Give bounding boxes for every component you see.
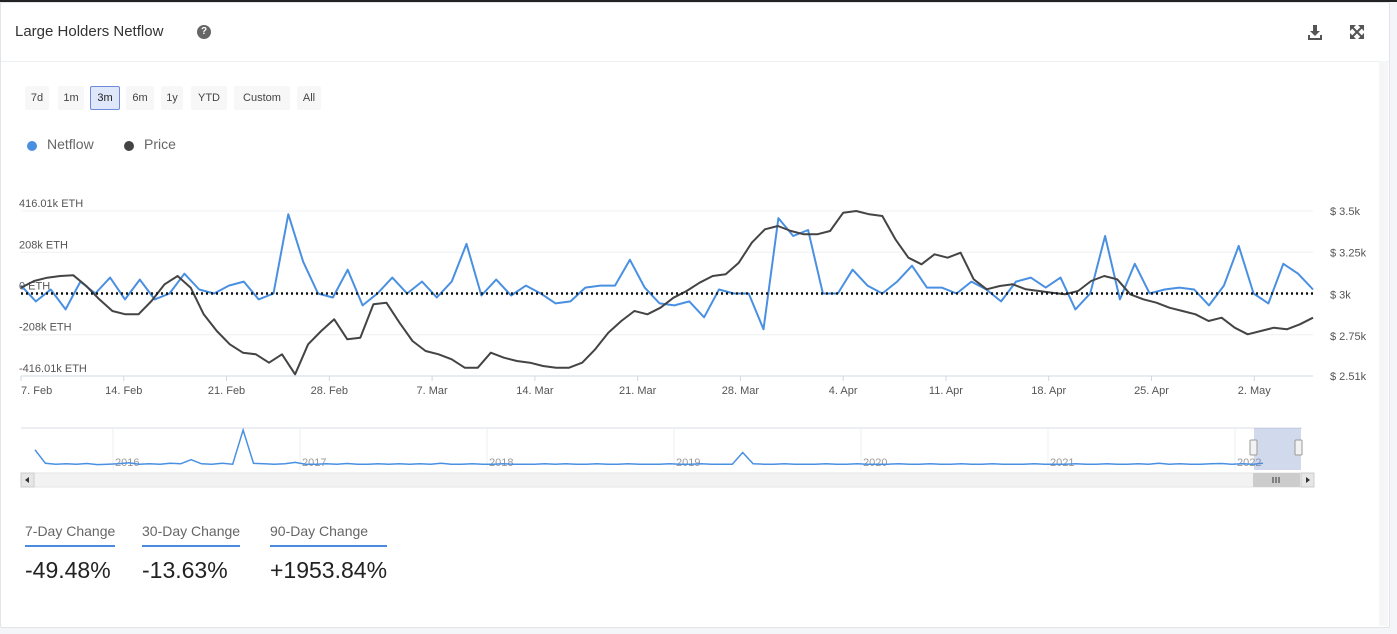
left-axis-tick-label: 208k ETH [19,239,68,251]
x-axis-tick-label: 4. Apr [829,385,858,397]
x-axis-tick-label: 21. Feb [208,385,245,397]
netflow-chart[interactable]: 416.01k ETH 208k ETH 0 ETH -208k ETH -416.01… [1,188,1379,488]
expand-icon[interactable] [1348,23,1366,41]
right-axis-tick-label: $ 2.51k [1330,371,1367,383]
left-axis-tick-label: 0 ETH [19,281,50,293]
range-button-custom[interactable]: Custom [234,86,290,110]
stat-label-90-day: 90-Day Change [270,523,388,547]
x-axis-tick-label: 14. Mar [516,385,554,397]
price-dot-icon [124,141,134,151]
right-axis-tick-label: $ 2.75k [1330,331,1367,343]
x-axis-tick-label: 14. Feb [105,385,142,397]
question-circle-icon[interactable]: ? [197,25,211,39]
x-axis-tick-label: 25. Apr [1134,385,1169,397]
navigator-year-label: 2017 [302,457,326,469]
card-scrollbar[interactable] [1379,61,1388,626]
stat-90-day: 90-Day Change +1953.84% [270,523,388,584]
x-axis-tick-label: 7. Feb [21,385,52,397]
right-axis-tick-label: $ 3k [1330,289,1351,301]
stat-value-90-day: +1953.84% [270,557,388,583]
x-axis-tick-label: 21. Mar [619,385,657,397]
price-series-line [20,210,1314,376]
range-button-1m[interactable]: 1m [58,86,84,110]
navigator-left-handle [1249,439,1258,456]
legend-item-price[interactable]: Price [124,136,194,154]
stat-label-30-day: 30-Day Change [142,523,241,547]
stat-30-day: 30-Day Change -13.63% [142,523,241,584]
x-axis-tick-label: 28. Mar [722,385,760,397]
x-axis-tick-label: 28. Feb [311,385,348,397]
legend-label-price: Price [144,136,176,152]
range-button-3m[interactable]: 3m [90,86,120,110]
navigator-year-label: 2020 [863,457,887,469]
navigator-year-label: 2019 [676,457,700,469]
legend-item-netflow[interactable]: Netflow [27,136,107,154]
page-title: Large Holders Netflow [15,23,164,40]
range-button-ytd[interactable]: YTD [191,86,227,110]
legend-label-netflow: Netflow [47,136,94,152]
range-button-1y[interactable]: 1y [161,86,183,110]
download-icon[interactable] [1306,23,1324,41]
range-button-all[interactable]: All [297,86,321,110]
left-axis-tick-label: -208k ETH [19,322,72,334]
right-axis-tick-label: $ 3.25k [1330,248,1367,260]
arrow-left-glyph [25,477,29,483]
left-axis-tick-label: -416.01k ETH [19,363,87,375]
x-axis-tick-label: 18. Apr [1031,385,1066,397]
range-button-6m[interactable]: 6m [126,86,154,110]
navigator-year-label: 2022 [1237,457,1261,469]
x-axis-tick-label: 11. Apr [929,385,963,397]
right-axis-tick-label: $ 3.5k [1330,206,1360,218]
netflow-dot-icon [27,141,37,151]
navigator-scrollbar-track [20,472,1315,488]
navigator-right-handle [1294,439,1303,456]
top-border [0,0,1397,2]
navigator-year-label: 2021 [1050,457,1074,469]
left-axis-tick-label: 416.01k ETH [19,198,83,210]
range-button-7d[interactable]: 7d [25,86,49,110]
navigator-series-line [34,427,1264,466]
x-axis-tick-label: 7. Mar [416,385,448,397]
navigator-selected-range [1254,428,1301,470]
stat-7-day: 7-Day Change -49.48% [25,523,116,584]
netflow-series-line [20,213,1314,331]
x-axis-tick-label: 2. May [1238,385,1272,397]
stat-value-7-day: -49.48% [25,557,111,583]
stat-value-30-day: -13.63% [142,557,228,583]
arrow-right-glyph [1306,477,1310,483]
navigator-year-label: 2018 [489,457,513,469]
card-header: Large Holders Netflow ? [1,3,1389,62]
stat-label-7-day: 7-Day Change [25,523,116,547]
